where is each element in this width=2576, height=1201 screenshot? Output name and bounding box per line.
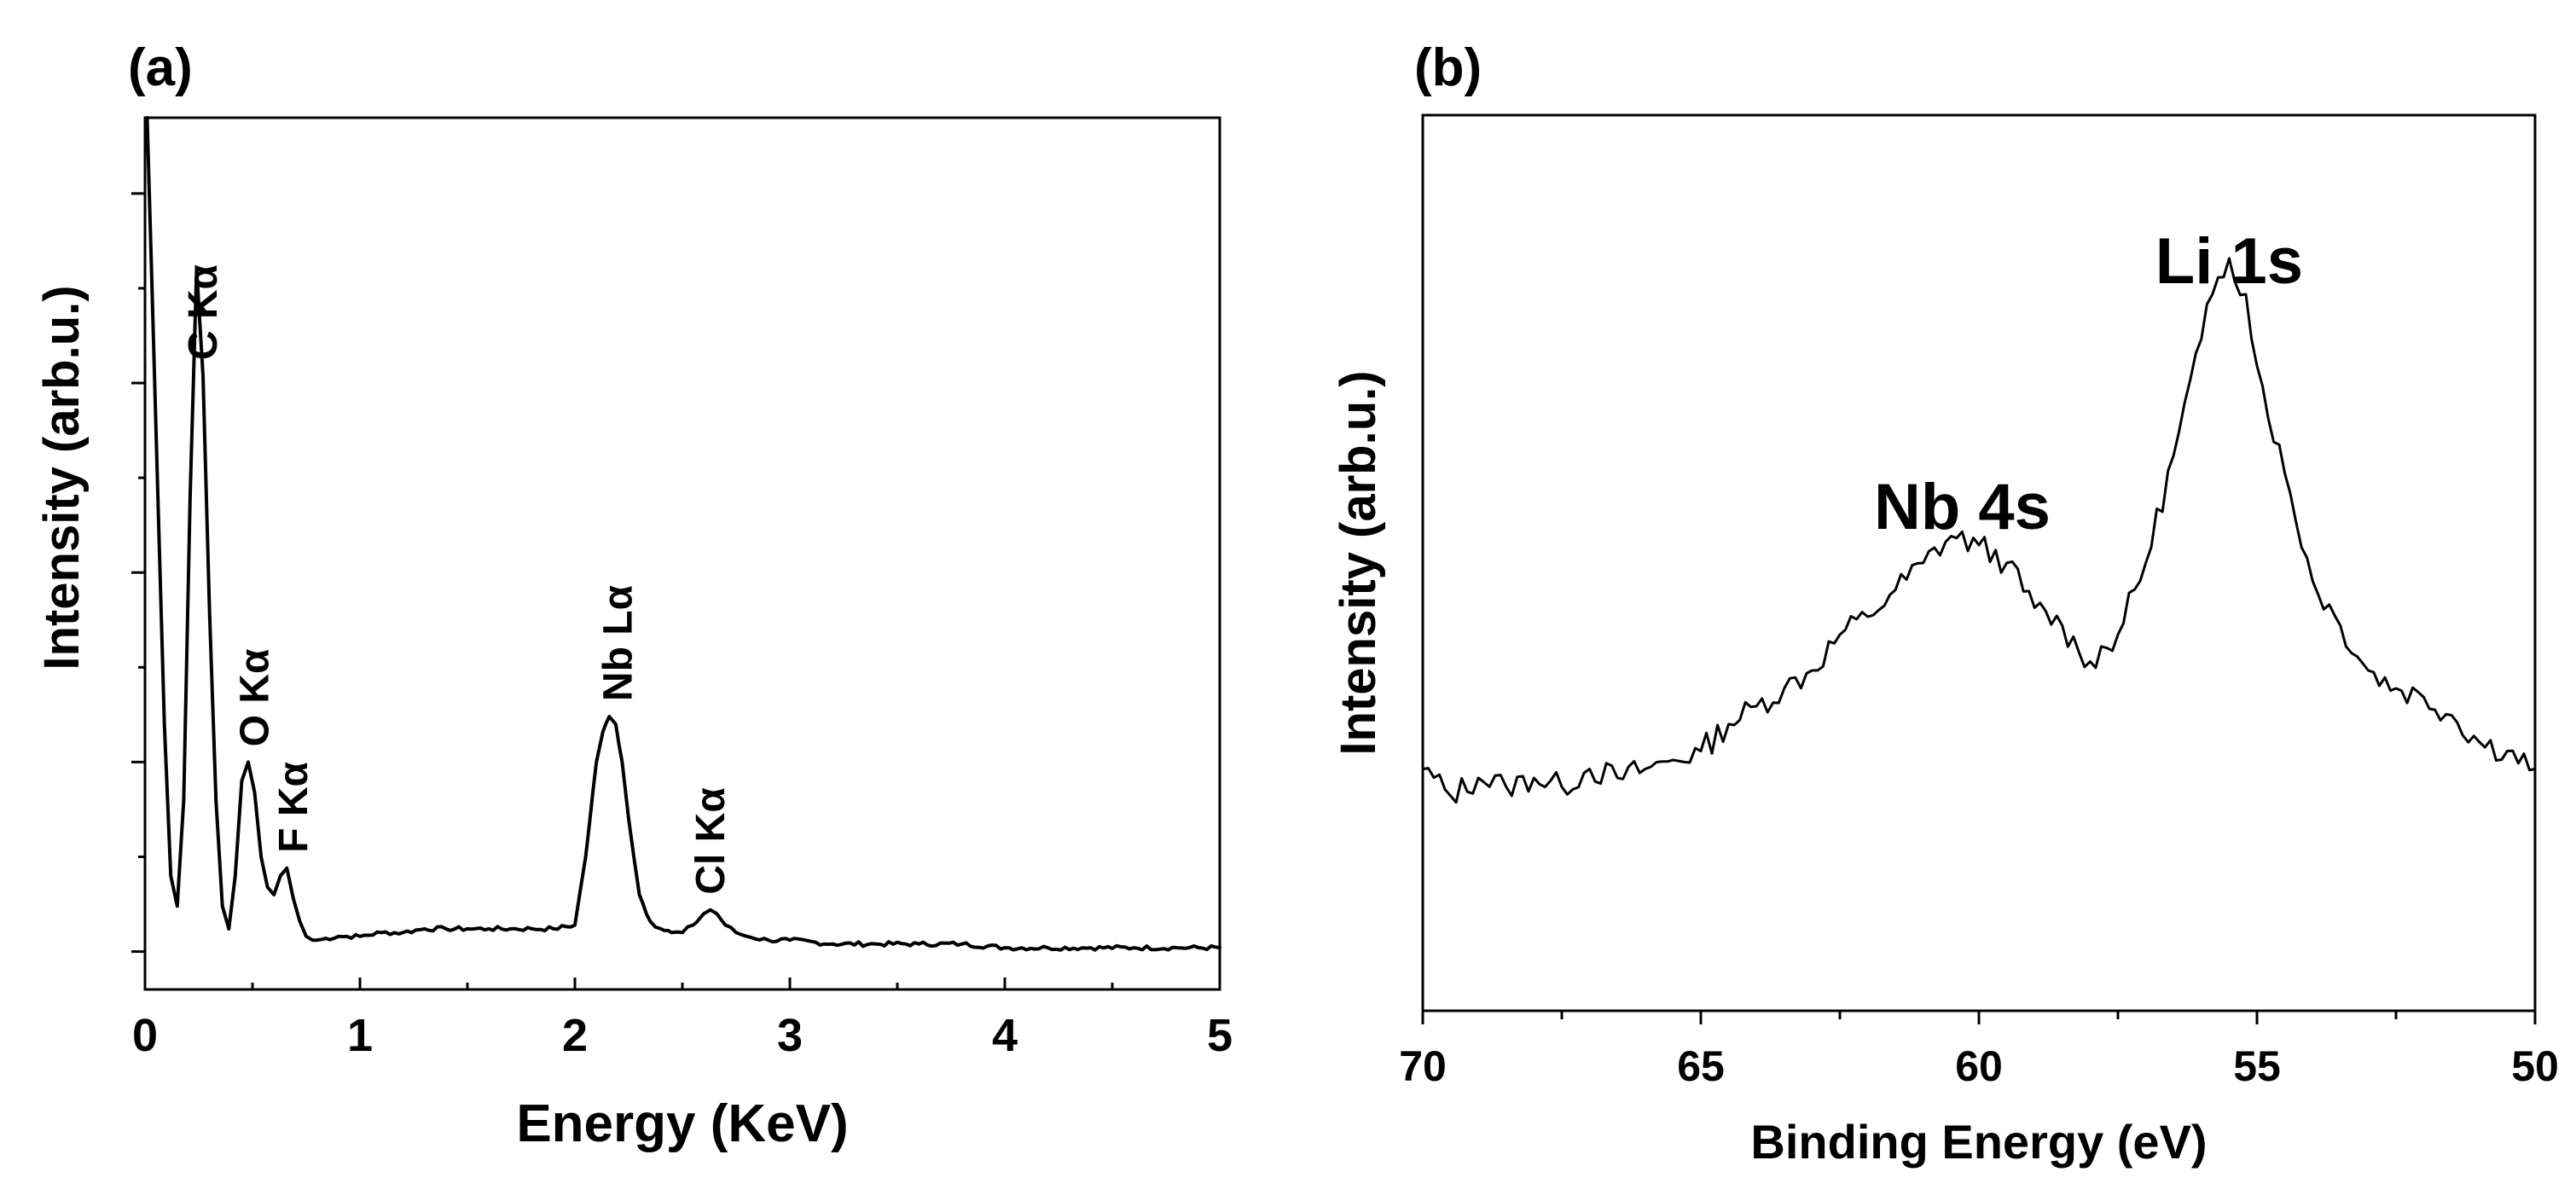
a-x-tick-label: 1 (347, 1010, 373, 1061)
panel-a-x-axis-title: Energy (KeV) (516, 1094, 848, 1153)
panel-a-y-ticks (131, 192, 145, 954)
panel-b-y-axis-title: Intensity (arb.u.) (1331, 370, 1386, 755)
panel-b-frame (1421, 113, 2537, 1012)
b-x-tick-label: 65 (1677, 1042, 1725, 1090)
panel-b-spectrum-line (1421, 257, 2537, 804)
b-peak-label: Li 1s (2155, 225, 2303, 298)
a-peak-label: F Kα (271, 761, 316, 852)
b-peak-label: Nb 4s (1874, 471, 2051, 543)
b-x-tick-label: 50 (2511, 1042, 2559, 1090)
b-x-tick-label: 70 (1399, 1042, 1447, 1090)
panel-b-annotations: Nb 4s Li 1s (1874, 225, 2303, 543)
panel-a-y-axis-title: Intensity (arb.u.) (34, 285, 90, 670)
a-x-tick-label: 5 (1207, 1010, 1233, 1061)
panel-a-label: (a) (128, 38, 193, 97)
b-x-tick-label: 60 (1955, 1042, 2003, 1090)
a-x-tick-label: 0 (132, 1010, 158, 1061)
panel-a: (a) 0 1 2 3 4 5 C Kα O Kα F Kα Nb Lα Cl Kα Energy… (34, 38, 1233, 1153)
panel-b-label: (b) (1414, 38, 1482, 97)
a-peak-label: Cl Kα (688, 787, 734, 895)
panel-b: (b) 70 65 60 55 50 Nb 4s Li 1s Binding Energy… (1331, 38, 2559, 1169)
panel-a-frame (143, 116, 1221, 991)
a-peak-label: Nb Lα (595, 584, 641, 701)
panel-a-x-ticks: 0 1 2 3 4 5 (132, 978, 1233, 1061)
panel-b-x-axis-title: Binding Energy (eV) (1750, 1115, 2207, 1169)
a-x-tick-label: 2 (562, 1010, 588, 1061)
panel-a-annotations: C Kα O Kα F Kα Nb Lα Cl Kα (181, 264, 734, 894)
a-peak-label: C Kα (181, 264, 226, 360)
panel-b-x-ticks: 70 65 60 55 50 (1399, 1011, 2559, 1090)
a-x-tick-label: 4 (992, 1010, 1018, 1061)
a-peak-label: O Kα (233, 648, 278, 746)
b-x-tick-label: 55 (2233, 1042, 2281, 1090)
a-x-tick-label: 3 (777, 1010, 803, 1061)
panel-a-spectrum-line (145, 116, 1221, 952)
